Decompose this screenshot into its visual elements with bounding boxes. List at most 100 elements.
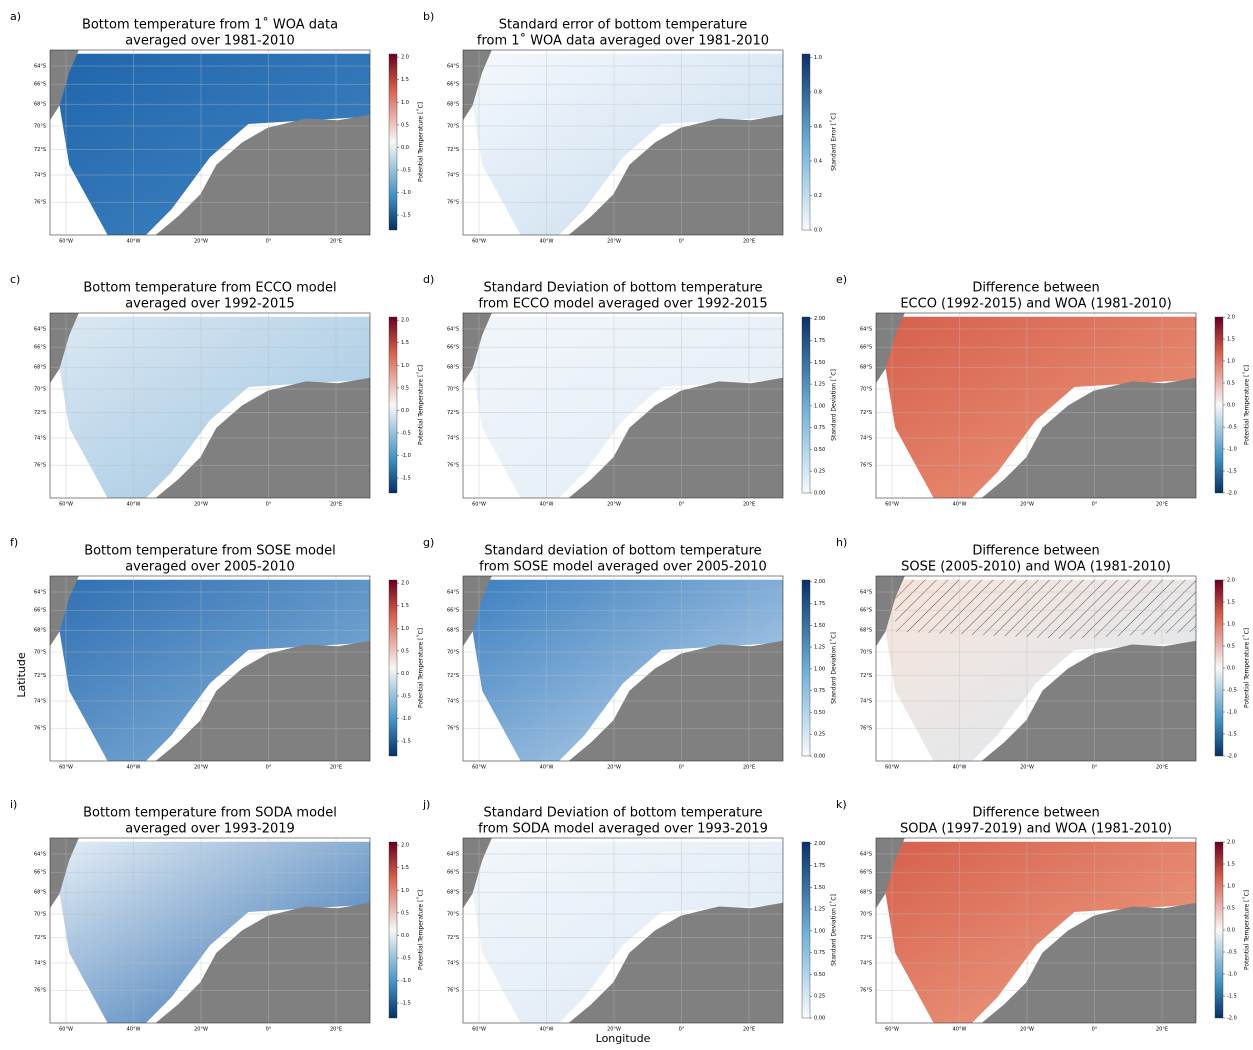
colorbar-tick-label: 1.00 [814, 666, 825, 672]
panel-letter: f) [10, 536, 18, 549]
panel-title: averaged over 1993-2019 [125, 822, 295, 837]
colorbar-tick-label: -0.5 [1227, 425, 1237, 431]
peninsula [50, 576, 79, 647]
colorbar-tick-label: 0.6 [814, 124, 822, 130]
colorbar-tick-label: 0.25 [814, 732, 825, 738]
lon-tick-label: 20°W [607, 1027, 621, 1033]
peninsula [876, 313, 905, 384]
panel-letter: j) [422, 798, 430, 811]
ocean-field [472, 53, 783, 236]
colorbar-tick-label: 1.00 [814, 928, 825, 934]
map-frame [49, 837, 371, 1024]
colorbar-tick-label: -1.5 [1227, 994, 1237, 1000]
lon-tick-label: 40°W [953, 1027, 967, 1033]
lat-tick-label: 68°S [34, 102, 46, 108]
panel-letter: e) [836, 273, 847, 286]
colorbar-tick-label: 2.0 [1227, 578, 1235, 584]
colorbar-tick-label: 2.0 [401, 318, 409, 324]
colorbar-tick-label: -1.0 [401, 453, 411, 459]
ocean-field [885, 316, 1196, 498]
lat-tick-label: 72°S [860, 410, 872, 416]
lon-tick-label: 40°W [127, 239, 141, 245]
colorbar-tick-label: 1.0 [401, 363, 409, 369]
lon-tick-label: 40°W [540, 1027, 554, 1033]
lon-tick-label: 20°W [1020, 1027, 1034, 1033]
lat-tick-label: 72°S [447, 147, 459, 153]
lon-tick-label: 60°W [59, 765, 73, 771]
lat-tick-label: 70°S [860, 387, 872, 393]
lat-tick-label: 68°S [34, 628, 46, 634]
lat-tick-label: 68°S [447, 890, 459, 896]
colorbar-label: Potential Temperature [˚C] [418, 628, 425, 708]
colorbar [801, 53, 811, 231]
lon-tick-label: 20°E [330, 239, 342, 245]
lon-tick-label: 0° [1092, 1027, 1098, 1033]
colorbar-tick-label: 1.5 [1227, 600, 1235, 606]
panel-letter: a) [10, 10, 21, 23]
ocean-field [59, 841, 370, 1023]
lat-tick-label: 66°S [34, 82, 46, 88]
colorbar-tick-label: -1.5 [1227, 732, 1237, 738]
colorbar [388, 579, 398, 757]
lat-tick-label: 74°S [34, 173, 46, 179]
colorbar-tick-label: 0.00 [814, 491, 825, 497]
lat-tick-label: 72°S [447, 410, 459, 416]
ocean-field [472, 316, 783, 498]
lon-tick-label: 0° [266, 239, 272, 245]
colorbar-tick-label: -1.0 [1227, 972, 1237, 978]
colorbar-tick-label: -1.0 [401, 716, 411, 722]
colorbar-tick-label: 2.0 [401, 843, 409, 849]
y-axis-label: Latitude [15, 652, 28, 698]
lat-tick-label: 70°S [34, 650, 46, 656]
colorbar-tick-label: 1.0 [814, 55, 822, 61]
colorbar [1214, 316, 1224, 494]
lat-tick-label: 74°S [860, 436, 872, 442]
lat-tick-label: 76°S [860, 988, 872, 994]
panel-title: Standard deviation of bottom temperature [484, 544, 761, 559]
lon-tick-label: 60°W [885, 765, 899, 771]
lat-tick-label: 70°S [447, 912, 459, 918]
lon-tick-label: 60°W [472, 239, 486, 245]
colorbar-tick-label: 0.5 [1227, 381, 1235, 387]
lat-tick-label: 66°S [860, 870, 872, 876]
lon-tick-label: 60°W [885, 502, 899, 508]
map-frame [49, 312, 371, 499]
lat-tick-label: 72°S [860, 673, 872, 679]
panel-title: Difference between [972, 806, 1099, 821]
lat-tick-label: 76°S [447, 463, 459, 469]
panel-title: Bottom temperature from SODA model [83, 806, 337, 821]
colorbar-tick-label: -2.0 [1227, 754, 1237, 760]
significance-hatching [895, 579, 1196, 639]
colorbar-tick-label: 0.25 [814, 469, 825, 475]
lat-tick-label: 64°S [447, 327, 459, 333]
lat-tick-label: 72°S [34, 673, 46, 679]
lat-tick-label: 66°S [34, 608, 46, 614]
colorbar-tick-label: 1.00 [814, 403, 825, 409]
colorbar-tick-label: -1.0 [1227, 710, 1237, 716]
colorbar-label: Standard Error [˚C] [831, 113, 838, 171]
colorbar-tick-label: 0.5 [401, 122, 409, 128]
colorbar-tick-label: 2.0 [1227, 315, 1235, 321]
lon-tick-label: 0° [1092, 765, 1098, 771]
lon-tick-label: 0° [266, 502, 272, 508]
colorbar-tick-label: 1.5 [401, 865, 409, 871]
colorbar [801, 841, 811, 1019]
colorbar-tick-label: 0.0 [814, 228, 822, 234]
lon-tick-label: 20°W [1020, 502, 1034, 508]
colorbar-tick-label: 1.5 [1227, 862, 1235, 868]
colorbar-tick-label: -0.5 [401, 693, 411, 699]
lon-tick-label: 60°W [472, 1027, 486, 1033]
lat-tick-label: 76°S [34, 726, 46, 732]
lon-tick-label: 40°W [540, 239, 554, 245]
lat-tick-label: 66°S [447, 82, 459, 88]
panel-title: SOSE (2005-2010) and WOA (1981-2010) [901, 560, 1171, 575]
lat-tick-label: 64°S [447, 64, 459, 70]
colorbar-tick-label: 0.5 [401, 648, 409, 654]
lat-tick-label: 74°S [860, 961, 872, 967]
panel-title: Standard Deviation of bottom temperature [483, 806, 762, 821]
lat-tick-label: 72°S [34, 935, 46, 941]
peninsula [876, 838, 905, 909]
panel-letter: k) [836, 798, 847, 811]
panel-letter: b) [423, 10, 434, 23]
